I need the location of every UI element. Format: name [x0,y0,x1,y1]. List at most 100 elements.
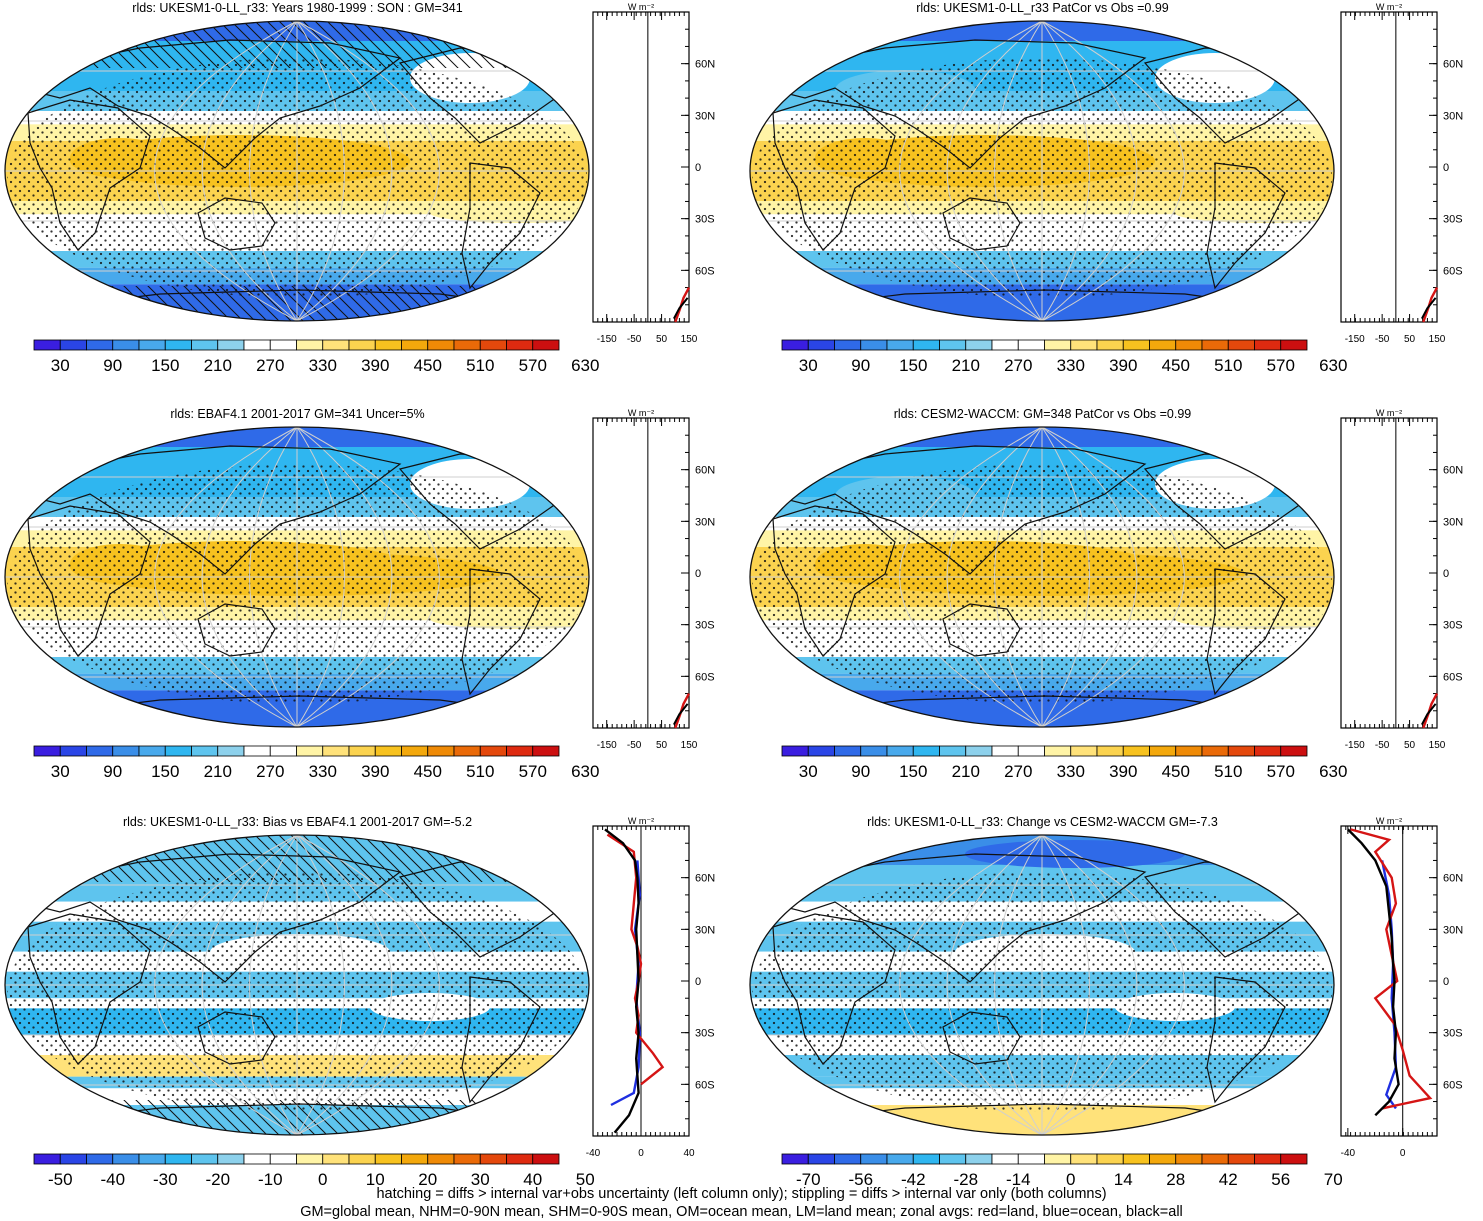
lat-label: 60N [695,59,715,71]
land-zonal-line [674,287,691,323]
south-america-outline [1206,976,1286,1104]
lat-label: 30N [695,924,715,936]
world-map [749,426,1335,728]
colorbar-label: 210 [952,762,980,781]
lat-label: 60N [1443,873,1463,885]
lat-label: 0 [1443,162,1449,174]
colorbar-swatch [138,745,166,757]
x-tick-label: -50 [627,334,642,345]
colorbar-label: 14 [1114,1170,1133,1189]
colorbar-swatch [860,339,888,351]
australia-outline [942,603,1021,657]
colorbar-swatch [939,339,967,351]
x-tick-label: -40 [586,1148,601,1159]
x-tick-label: 150 [681,740,698,751]
colorbar-label: 570 [519,762,547,781]
colorbar-swatch [191,745,219,757]
lat-label: 30N [1443,110,1463,122]
colorbar-swatch [1227,745,1255,757]
south-america-outline [461,568,541,696]
meridian-line [154,834,298,1136]
colorbar-label: 20 [418,1170,437,1189]
meridian-line [201,426,298,728]
africa-outline [27,913,151,1065]
meridian-line [296,426,345,728]
colorbar-swatch [164,745,192,757]
south-america-outline [461,162,541,290]
colorbar-swatch [164,339,192,351]
south-america-outline [1206,568,1286,696]
colorbar-label: 630 [1319,356,1347,375]
eurasia-outline [783,445,1147,575]
meridian-line [296,20,393,322]
colorbar-swatch [1017,1153,1045,1165]
zonal-mean-plot: W m⁻² -150 -50 50 150 60N 30N 0 30S 60S [1340,408,1463,751]
colorbar-swatch [243,1153,271,1165]
colorbar-swatch [1201,1153,1229,1165]
colorbar-swatch [1070,339,1098,351]
south-america-outline [461,976,541,1104]
colorbar-swatch [401,339,429,351]
meridian-line [249,834,298,1136]
colorbar-label: 270 [1004,762,1032,781]
colorbar-swatch [912,339,940,351]
colorbar-swatch [217,1153,245,1165]
colorbar-label: 30 [799,762,818,781]
eurasia-outline [783,853,1147,983]
x-tick-label: -50 [627,740,642,751]
world-map [749,20,1335,322]
x-tick-label: -150 [597,740,617,751]
lat-label: 60N [1443,59,1463,71]
colorbar-label: 150 [899,762,927,781]
lat-label: 0 [695,976,701,988]
lat-label: 30S [695,214,715,226]
lat-label: 30S [1443,620,1463,632]
colorbar-label: 150 [151,762,179,781]
colorbar-swatch [33,745,61,757]
x-tick-label: 50 [1404,740,1416,751]
all-zonal-line [673,297,689,320]
colorbar-swatch [939,1153,967,1165]
colorbar-label: 450 [1162,762,1190,781]
x-tick-label: 50 [1404,334,1416,345]
colorbar-label: -10 [258,1170,283,1189]
colorbar-label: -50 [48,1170,73,1189]
colorbar-swatch [322,745,350,757]
x-tick-label: 0 [638,1148,644,1159]
colorbar-swatch [991,745,1019,757]
colorbar-swatch [912,1153,940,1165]
colorbar-swatch [1096,745,1124,757]
colorbar-swatch [138,1153,166,1165]
all-zonal-line [1347,828,1400,1117]
colorbar-swatch [453,745,481,757]
eurasia-outline [38,445,402,575]
meridian-line [1041,834,1138,1136]
colorbar: -70 -56 -42 -28 -14 0 14 28 42 56 70 [781,1153,1343,1189]
colorbar-swatch [427,745,455,757]
map-border [4,834,590,1136]
colorbar-swatch [781,745,809,757]
colorbar-swatch [112,339,140,351]
meridian-line [201,20,298,322]
x-tick-label: -40 [1341,1148,1356,1159]
colorbar-swatch [269,339,297,351]
meridian-line [946,426,1043,728]
colorbar-swatch [112,745,140,757]
colorbar-swatch [112,1153,140,1165]
lat-label: 60S [1443,1079,1463,1091]
colorbar-swatch [860,1153,888,1165]
australia-outline [197,1011,276,1065]
lat-label: 30N [695,110,715,122]
colorbar-label: 510 [466,762,494,781]
colorbar-swatch [781,1153,809,1165]
colorbar-swatch [886,745,914,757]
colorbar-swatch [991,1153,1019,1165]
map-border [4,20,590,322]
colorbar-label: 210 [204,356,232,375]
colorbar-label: 10 [366,1170,385,1189]
land-zonal-line [1422,287,1439,323]
meridian-line [899,834,1043,1136]
colorbar-swatch [191,1153,219,1165]
colorbar-swatch [1175,1153,1203,1165]
colorbar-swatch [1044,339,1072,351]
